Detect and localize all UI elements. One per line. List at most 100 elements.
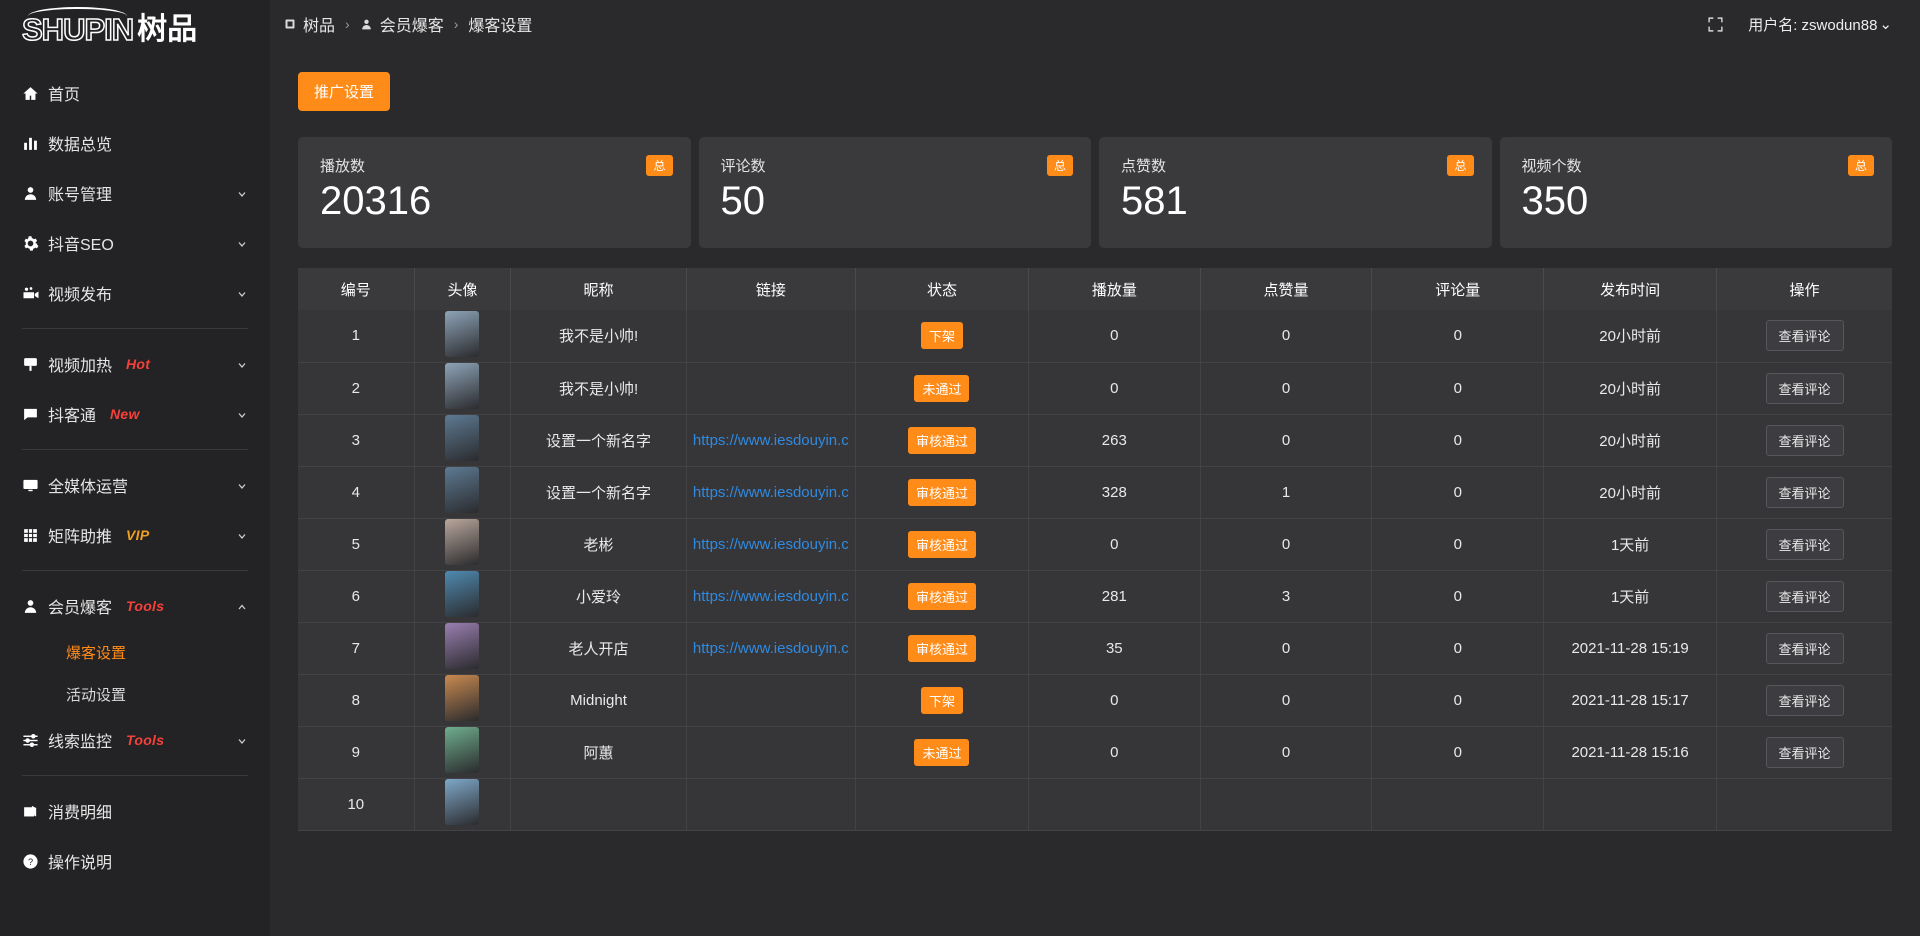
row-nickname: 阿蕙 [583,744,614,762]
cell-comments: 0 [1371,518,1545,571]
cell-link[interactable]: https://www.iesdouyin.c [686,466,857,519]
cell-plays: 0 [1028,310,1201,363]
status-badge[interactable]: 下架 [920,686,963,714]
cell-id: 5 [298,518,415,571]
cell-action[interactable]: 查看评论 [1716,362,1892,415]
cell-status[interactable]: 未通过 [855,726,1029,779]
table-row[interactable]: 9 阿蕙 未通过 0 0 0 2021-11-28 15:16 查看评论 [298,726,1892,779]
cell-action[interactable]: 查看评论 [1716,466,1892,519]
column-header-plays: 播放量 [1028,268,1201,310]
video-table-wrapper[interactable]: 编号 头像 昵称 链接 状态 播放量 点赞量 评论量 发布时间 操作 1 我不是小 [298,268,1892,928]
table-row[interactable]: 8 Midnight 下架 0 0 0 2021-11-28 15:17 查看评论 [298,674,1892,727]
status-badge[interactable]: 审核通过 [907,634,976,662]
view-comments-button[interactable]: 查看评论 [1765,476,1844,508]
breadcrumb-label: 会员爆客 [379,18,444,35]
sidebar-item-consumption-detail[interactable]: 消费明细 [0,786,270,836]
sidebar-item-douyin-seo[interactable]: 抖音SEO [0,218,270,268]
sidebar-subitem-activity-settings[interactable]: 活动设置 [0,673,270,715]
cell-link[interactable]: https://www.iesdouyin.c [686,622,857,675]
row-link[interactable]: https://www.iesdouyin.c [692,483,849,501]
cell-action[interactable]: 查看评论 [1716,518,1892,571]
status-badge[interactable]: 审核通过 [907,478,976,506]
view-comments-button[interactable]: 查看评论 [1765,424,1844,456]
sidebar-item-home[interactable]: 首页 [0,68,270,118]
avatar [445,467,480,513]
status-badge[interactable]: 审核通过 [907,426,976,454]
sidebar-item-douketong[interactable]: 抖客通 New [0,389,270,439]
breadcrumb-item-member-boost[interactable]: 会员爆客 [360,12,444,36]
cell-status[interactable]: 下架 [855,674,1029,727]
cell-action[interactable]: 查看评论 [1716,726,1892,779]
cell-status[interactable]: 下架 [855,310,1029,363]
row-plays: 0 [1110,743,1119,761]
cell-action[interactable]: 查看评论 [1716,674,1892,727]
table-row[interactable]: 4 设置一个新名字 https://www.iesdouyin.c 审核通过 328 1 0… [298,466,1892,519]
sidebar-divider [22,449,248,450]
cell-nick: 设置一个新名字 [510,414,687,467]
view-comments-button[interactable]: 查看评论 [1765,528,1844,560]
sidebar-item-label: 消费明细 [48,805,113,822]
table-row[interactable]: 5 老彬 https://www.iesdouyin.c 审核通过 0 0 0 1天前 查看评论 [298,518,1892,571]
cell-status[interactable]: 审核通过 [855,570,1029,623]
row-publish-time: 2021-11-28 15:17 [1571,691,1689,709]
cell-status[interactable]: 审核通过 [855,518,1029,571]
cell-comments: 0 [1371,414,1545,467]
fullscreen-icon[interactable] [1707,16,1724,33]
cell-action[interactable]: 查看评论 [1716,414,1892,467]
view-comments-button[interactable]: 查看评论 [1765,684,1844,716]
sidebar-item-video-boost[interactable]: 视频加热 Hot [0,339,270,389]
user-menu[interactable]: 用户名: zswodun88 ⌄ [1748,14,1892,35]
status-badge[interactable]: 未通过 [914,738,970,766]
sidebar-item-account-management[interactable]: 账号管理 [0,168,270,218]
sidebar-item-matrix-push[interactable]: 矩阵助推 VIP [0,510,270,560]
row-link[interactable]: https://www.iesdouyin.c [692,639,849,657]
table-row[interactable]: 6 小爱玲 https://www.iesdouyin.c 审核通过 281 3 0 1天前 查… [298,570,1892,623]
breadcrumb-item-root[interactable]: 树品 [284,12,335,36]
row-link[interactable]: https://www.iesdouyin.c [692,535,849,553]
view-comments-button[interactable]: 查看评论 [1765,580,1844,612]
cell-action[interactable]: 查看评论 [1716,310,1892,363]
cell-plays: 0 [1028,674,1201,727]
brand-logo-latin: SHUPIN [21,6,135,47]
sidebar-item-data-overview[interactable]: 数据总览 [0,118,270,168]
cell-status[interactable]: 审核通过 [855,622,1029,675]
sidebar-item-video-publish[interactable]: 视频发布 [0,268,270,318]
brand-logo[interactable]: SHUPIN 树品 [0,0,270,58]
status-badge[interactable]: 未通过 [914,374,970,402]
sidebar-subitem-baoke-settings[interactable]: 爆客设置 [0,631,270,673]
row-link[interactable]: https://www.iesdouyin.c [692,587,849,605]
cell-status[interactable]: 未通过 [855,362,1029,415]
sidebar-item-member-boost[interactable]: 会员爆客 Tools [0,581,270,631]
status-badge[interactable]: 审核通过 [907,582,976,610]
status-badge[interactable]: 审核通过 [907,530,976,558]
view-comments-button[interactable]: 查看评论 [1765,632,1844,664]
sidebar-item-lead-monitor[interactable]: 线索监控 Tools [0,715,270,765]
cell-status[interactable]: 审核通过 [855,414,1029,467]
promo-settings-button[interactable]: 推广设置 [298,72,391,111]
table-row[interactable]: 2 我不是小帅! 未通过 0 0 0 20小时前 查看评论 [298,362,1892,415]
table-row[interactable]: 3 设置一个新名字 https://www.iesdouyin.c 审核通过 263 0 0… [298,414,1892,467]
cell-link[interactable]: https://www.iesdouyin.c [686,414,857,467]
sidebar-item-tag: Hot [126,356,151,372]
row-link[interactable]: https://www.iesdouyin.c [692,431,849,449]
avatar [445,571,480,617]
cell-action[interactable]: 查看评论 [1716,570,1892,623]
view-comments-button[interactable]: 查看评论 [1765,372,1844,404]
view-comments-button[interactable]: 查看评论 [1765,736,1844,768]
view-comments-button[interactable]: 查看评论 [1765,320,1844,352]
table-row[interactable]: 10 [298,778,1892,831]
cell-time: 20小时前 [1543,362,1718,415]
cell-link[interactable]: https://www.iesdouyin.c [686,570,857,623]
cell-action[interactable]: 查看评论 [1716,622,1892,675]
sidebar-item-omnimedia[interactable]: 全媒体运营 [0,460,270,510]
cell-avatar [414,362,512,415]
cell-link[interactable]: https://www.iesdouyin.c [686,518,857,571]
sidebar-item-tag: New [110,406,140,422]
status-badge[interactable]: 下架 [920,322,963,350]
sidebar-item-instructions[interactable]: ? 操作说明 [0,836,270,886]
sidebar-nav: 首页 数据总览 账号管理 抖音SEO 视频发布 [0,58,270,936]
avatar [445,779,480,825]
cell-status[interactable]: 审核通过 [855,466,1029,519]
table-row[interactable]: 1 我不是小帅! 下架 0 0 0 20小时前 查看评论 [298,310,1892,363]
table-row[interactable]: 7 老人开店 https://www.iesdouyin.c 审核通过 35 0 0 2021… [298,622,1892,675]
